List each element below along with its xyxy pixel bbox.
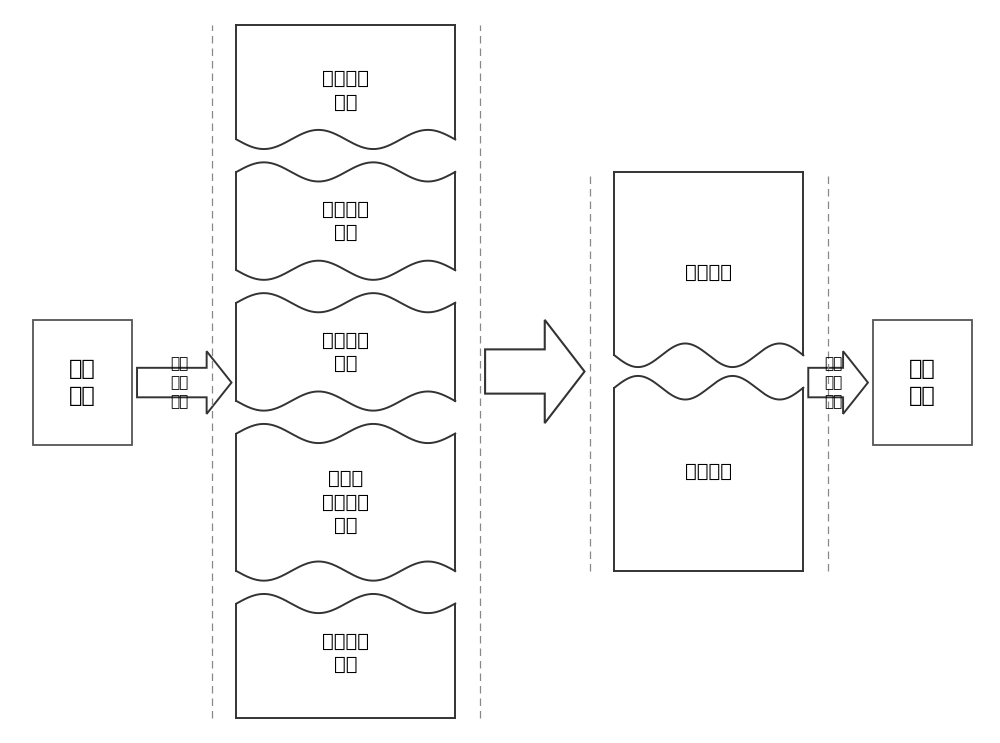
Text: 任务需求
特征: 任务需求 特征 — [322, 632, 369, 674]
Text: 设备选型: 设备选型 — [685, 461, 732, 481]
Text: 待加工
零件工艺
特征: 待加工 零件工艺 特征 — [322, 470, 369, 535]
Bar — [873, 320, 972, 445]
Text: 系统
构型: 系统 构型 — [909, 360, 936, 406]
Text: 输入
任务
特征: 输入 任务 特征 — [170, 357, 188, 409]
Text: 成本约束
特征: 成本约束 特征 — [322, 69, 369, 111]
Text: 输出
任务
特征: 输出 任务 特征 — [824, 357, 842, 409]
Text: 市场
需求: 市场 需求 — [69, 360, 96, 406]
Text: 任务匹配: 任务匹配 — [685, 262, 732, 282]
Bar — [33, 320, 132, 445]
Text: 空间约束
特征: 空间约束 特征 — [322, 200, 369, 242]
Text: 机床配置
特征: 机床配置 特征 — [322, 331, 369, 373]
